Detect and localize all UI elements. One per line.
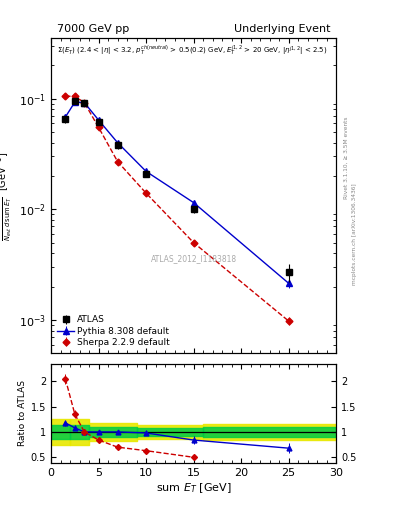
Text: ATLAS_2012_I1183818: ATLAS_2012_I1183818 — [151, 254, 237, 263]
Text: mcplots.cern.ch [arXiv:1306.3436]: mcplots.cern.ch [arXiv:1306.3436] — [352, 183, 357, 285]
Text: 7000 GeV pp: 7000 GeV pp — [57, 24, 129, 34]
Y-axis label: Ratio to ATLAS: Ratio to ATLAS — [18, 380, 27, 446]
Text: $\Sigma(E_T)$ (2.4 < $|\eta|$ < 3.2, $p_T^{ch(neutral)}$ > 0.5(0.2) GeV, $E_T^{j: $\Sigma(E_T)$ (2.4 < $|\eta|$ < 3.2, $p_… — [57, 43, 327, 57]
X-axis label: sum $E_T$ [GeV]: sum $E_T$ [GeV] — [156, 481, 231, 495]
Legend: ATLAS, Pythia 8.308 default, Sherpa 2.2.9 default: ATLAS, Pythia 8.308 default, Sherpa 2.2.… — [55, 314, 172, 349]
Text: Underlying Event: Underlying Event — [234, 24, 330, 34]
Text: Rivet 3.1.10, ≥ 3.5M events: Rivet 3.1.10, ≥ 3.5M events — [344, 117, 349, 199]
Y-axis label: $\frac{1}{N_{evt}}\frac{d\,N_{evt}}{d\,\mathrm{sum}\,E_T}$  [GeV$^{-1}$]: $\frac{1}{N_{evt}}\frac{d\,N_{evt}}{d\,\… — [0, 151, 14, 241]
